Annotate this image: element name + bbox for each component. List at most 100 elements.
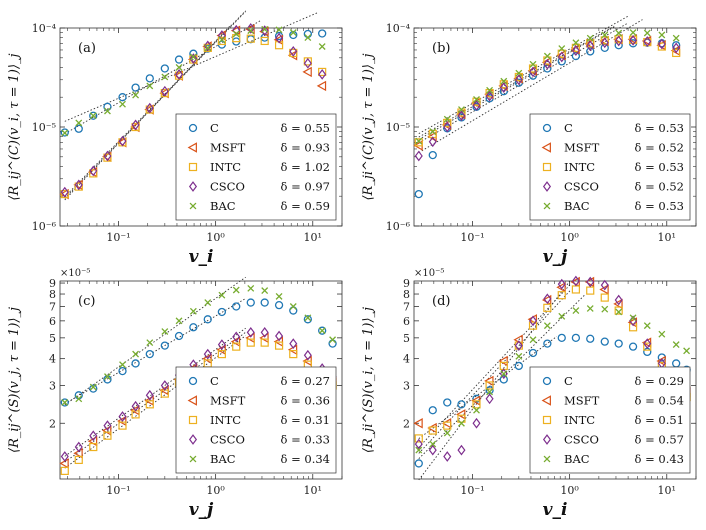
data-point-intc	[571, 43, 580, 52]
legend-marker-bac	[189, 202, 197, 210]
data-point-csco	[600, 37, 609, 49]
y-tick-label: 2	[403, 417, 410, 430]
data-point-c	[428, 406, 437, 415]
data-point-msft	[130, 405, 140, 416]
y-tick-label: 2	[49, 417, 56, 430]
data-point-csco	[89, 165, 98, 177]
data-point-intc	[260, 338, 269, 347]
x-axis-label: v_j	[189, 500, 214, 520]
data-point-c	[189, 323, 198, 332]
data-point-bac	[458, 106, 465, 114]
data-point-msft	[316, 80, 327, 92]
legend-delta: δ = 0.53	[635, 121, 684, 135]
legend-label: CSCO	[564, 180, 599, 194]
data-point-csco	[472, 417, 481, 429]
y-axis-label: ⟨R_ji^(C)(v_j, τ = 1)⟩_j	[361, 53, 376, 200]
data-point-c	[145, 349, 154, 359]
data-point-bac	[146, 82, 154, 90]
data-point-bac	[683, 347, 691, 355]
fit-line-bac	[64, 20, 261, 135]
data-point-bac	[473, 95, 480, 103]
fit-line-intc	[64, 335, 246, 469]
legend-label: CSCO	[564, 433, 599, 447]
data-point-c	[174, 331, 184, 341]
data-point-bac	[543, 52, 551, 60]
x-tick-label: 10⁻¹	[460, 484, 484, 497]
data-point-bac	[415, 137, 423, 145]
legend-delta: δ = 0.31	[281, 413, 330, 427]
data-point-bac	[601, 305, 609, 313]
data-point-bac	[318, 43, 326, 50]
data-point-csco	[74, 441, 83, 453]
data-point-intc	[246, 338, 255, 347]
data-point-bac	[318, 327, 326, 335]
panel-label: (c)	[78, 294, 95, 309]
data-point-csco	[289, 338, 298, 349]
data-point-intc	[457, 414, 466, 423]
data-point-intc	[614, 306, 623, 315]
data-point-intc	[643, 342, 652, 351]
data-point-csco	[499, 82, 508, 93]
data-point-csco	[485, 393, 494, 405]
data-point-c	[89, 384, 98, 393]
data-point-bac	[486, 86, 494, 94]
data-point-msft	[202, 353, 212, 364]
legend-label: MSFT	[210, 141, 246, 155]
legend-delta: δ = 0.93	[281, 141, 330, 155]
y-axis-label: ⟨R_ij^(C)(v_i, τ = 1)⟩_j	[7, 53, 22, 200]
legend-label: CSCO	[210, 433, 245, 447]
data-point-csco	[260, 25, 269, 37]
legend-marker-bac	[543, 202, 551, 210]
data-point-intc	[528, 321, 538, 330]
data-point-bac	[572, 39, 580, 47]
data-point-c	[118, 93, 127, 102]
data-point-c	[571, 333, 581, 342]
data-point-c	[557, 333, 566, 342]
data-point-csco	[586, 40, 595, 52]
fit-line-msft	[64, 331, 246, 463]
legend-label: MSFT	[564, 394, 600, 408]
data-point-bac	[529, 336, 537, 344]
data-point-csco	[74, 179, 83, 191]
data-point-c	[174, 55, 184, 64]
data-point-bac	[289, 303, 297, 310]
data-point-bac	[247, 27, 255, 35]
x-tick-label: 10¹	[658, 231, 676, 244]
data-point-csco	[246, 23, 255, 34]
data-point-bac	[543, 322, 551, 330]
data-point-bac	[261, 287, 269, 295]
data-point-bac	[104, 107, 111, 115]
legend-delta: δ = 0.55	[281, 121, 330, 135]
data-point-csco	[275, 32, 284, 44]
legend-delta: δ = 0.53	[635, 199, 684, 213]
chart-panel-4: 10⁻¹ 10⁰ 10¹ 2 3 4 5 6 789 ×10⁻⁵ (d) v_i ⟨R_ji^(S)(v…	[361, 268, 697, 520]
data-point-csco	[160, 380, 169, 391]
data-point-bac	[161, 328, 169, 335]
y-tick-label: 3	[49, 379, 56, 392]
data-point-csco	[131, 119, 140, 131]
data-point-bac	[473, 406, 480, 414]
data-point-bac	[304, 34, 312, 42]
data-point-csco	[189, 53, 198, 65]
legend-delta: δ = 0.29	[635, 374, 684, 388]
data-point-c	[217, 307, 227, 317]
data-point-c	[232, 302, 241, 311]
data-point-bac	[500, 370, 508, 378]
data-point-c	[60, 128, 69, 137]
data-point-bac	[189, 307, 197, 315]
data-point-intc	[217, 36, 226, 46]
data-point-bac	[304, 314, 312, 322]
y-tick-label: 5	[49, 332, 56, 345]
data-point-csco	[260, 327, 269, 338]
data-point-c	[586, 334, 595, 343]
data-point-bac	[119, 361, 126, 369]
data-point-c	[499, 375, 508, 384]
data-point-msft	[117, 415, 127, 427]
data-point-bac	[119, 100, 126, 108]
x-tick-label: 10⁻¹	[106, 484, 130, 497]
data-point-bac	[204, 44, 212, 52]
x-axis-label: v_j	[543, 247, 568, 267]
data-point-bac	[415, 446, 423, 454]
x-tick-label: 10¹	[304, 231, 322, 244]
